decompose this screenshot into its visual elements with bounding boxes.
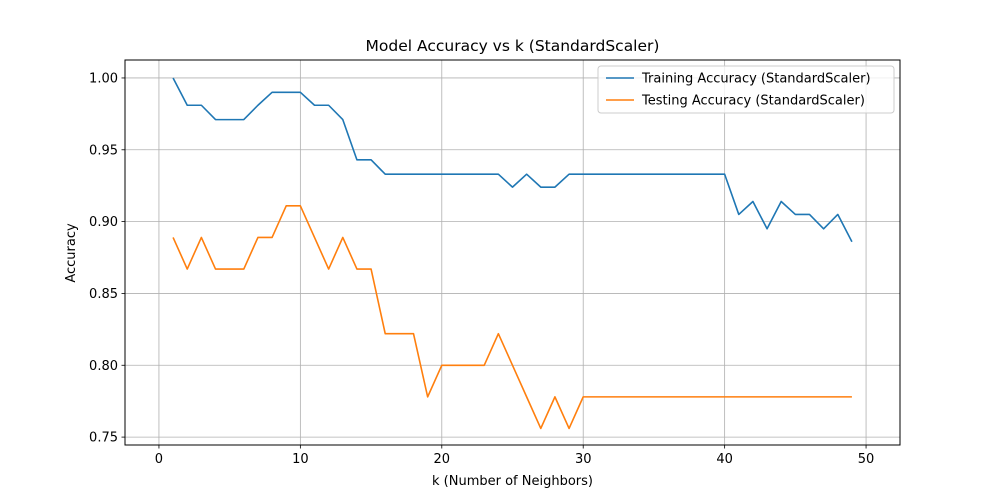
legend-label-1: Training Accuracy (StandardScaler)	[641, 72, 871, 87]
y-axis-title: Accuracy	[64, 223, 79, 283]
y-tick-label: 0.80	[89, 359, 118, 374]
series-line-2	[172, 205, 852, 430]
x-tick-label: 0	[155, 452, 163, 467]
y-tick-label: 0.95	[89, 143, 118, 158]
x-tick-label: 30	[575, 452, 592, 467]
y-tick-label: 0.75	[89, 431, 118, 446]
y-tick-label: 1.00	[89, 71, 118, 86]
legend-label-2: Testing Accuracy (StandardScaler)	[641, 94, 865, 109]
x-tick-label: 20	[434, 452, 451, 467]
y-tick-label: 0.85	[89, 287, 118, 302]
legend-box	[597, 65, 895, 114]
x-tick-label: 10	[292, 452, 309, 467]
plot-area-frame	[124, 59, 901, 446]
chart-title: Model Accuracy vs k (StandardScaler)	[366, 37, 660, 55]
y-tick-label: 0.90	[89, 215, 118, 230]
x-axis-title: k (Number of Neighbors)	[432, 474, 593, 489]
series-layer	[172, 77, 853, 430]
x-tick-label: 40	[716, 452, 733, 467]
x-tick-label: 50	[858, 452, 875, 467]
series-line-1	[172, 77, 853, 243]
legend: Training Accuracy (StandardScaler) Testin…	[597, 65, 895, 114]
tick-layer: 0 10 20 30 40 50 0.75 0.80 0.85 0.90 0.95 1.00	[89, 71, 874, 467]
